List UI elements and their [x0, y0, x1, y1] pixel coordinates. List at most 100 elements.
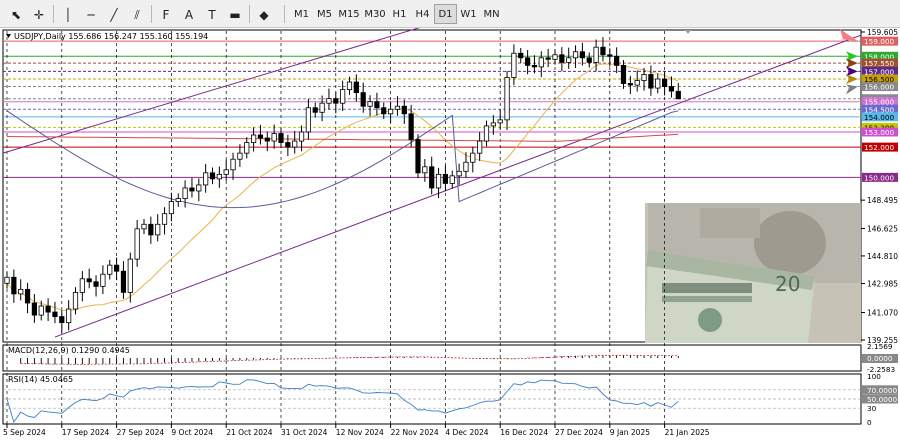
candle-body [353, 81, 359, 94]
candle-body [257, 134, 264, 139]
crosshair-icon[interactable]: ✛ [33, 8, 45, 22]
shapes-icon[interactable]: ◆ [259, 8, 269, 22]
rsi-level-tag [862, 394, 898, 404]
level-tag [862, 122, 898, 132]
candle-body [264, 137, 270, 142]
level-arrow-icon [846, 58, 858, 69]
title-collapse-icon[interactable] [6, 34, 11, 38]
time-tick-label: 4 Dec 2024 [445, 428, 488, 437]
channel-upper-line [2, 2, 501, 154]
moving-averages [6, 63, 679, 312]
shift-marker-icon[interactable] [685, 30, 691, 34]
candle-body [161, 213, 168, 225]
time-tick-label: 9 Oct 2024 [171, 428, 213, 437]
cursor-icon[interactable]: ⬉ [10, 8, 22, 22]
level-arrow-icon [846, 84, 858, 95]
candle-body [4, 276, 10, 284]
channel-icon[interactable]: ⫽ [134, 8, 140, 22]
candle-body [566, 57, 572, 63]
ma-short-line [6, 63, 679, 312]
candle-body [456, 170, 462, 177]
level-tag-label: 155.000 [864, 98, 895, 107]
vertical-line-icon[interactable]: │ [64, 8, 72, 22]
candle-body [662, 78, 668, 87]
rsi-tick-label: 100 [867, 372, 881, 381]
timeframe-m1[interactable]: M1 [294, 9, 309, 20]
timeframe-m15[interactable]: M15 [338, 9, 360, 20]
timeframe-d1[interactable]: D1 [434, 4, 457, 24]
trendline-icon[interactable]: ╱ [110, 8, 118, 22]
candle-body [408, 113, 414, 140]
label-icon[interactable]: T [208, 8, 216, 22]
candle-body [209, 172, 216, 180]
candle-body [72, 291, 79, 310]
time-tick-label: 22 Nov 2024 [391, 428, 439, 437]
level-tag [862, 82, 898, 92]
candle-body [285, 142, 291, 148]
macd-signal-line [20, 354, 679, 365]
candle-body [11, 276, 17, 295]
price-tick-label: 159.605 [867, 28, 898, 37]
banknote-number: 20 [775, 272, 800, 296]
fibonacci-icon[interactable]: 𝖥 [162, 8, 170, 22]
level-tag [862, 104, 898, 114]
candle-body [189, 187, 195, 192]
candle-body [531, 64, 538, 68]
candle-body [278, 133, 284, 143]
candle-body [223, 169, 229, 175]
level-tag [862, 58, 898, 68]
toolbar-separator [53, 5, 54, 23]
level-tag [862, 172, 898, 182]
candle-body [237, 152, 243, 160]
candle-body [31, 302, 38, 316]
chart-svg: 20 159.605 148.495 146.625 144.810 142.985 14… [2, 2, 898, 437]
timeframe-w1[interactable]: W1 [460, 9, 477, 20]
candle-body [250, 134, 257, 143]
candle-body [381, 107, 387, 115]
macd-frame [2, 344, 862, 372]
candle-body [394, 105, 401, 110]
candle-body [470, 152, 476, 163]
price-tick-label: 144.810 [867, 252, 898, 261]
candle-body [175, 198, 181, 202]
timeframe-mn[interactable]: MN [483, 9, 500, 20]
candle-body [511, 52, 517, 78]
timeframe-h1[interactable]: H1 [392, 9, 407, 20]
price-tick-label: 146.625 [867, 224, 898, 233]
level-arrow-icon [840, 29, 858, 42]
toolbar-separator [249, 5, 250, 23]
candle-body [298, 131, 305, 142]
time-tick-label: 21 Oct 2024 [226, 428, 273, 437]
ma-long-line [6, 110, 679, 209]
candle-body [168, 201, 174, 215]
candle-body [374, 101, 380, 109]
candle-body [93, 281, 99, 287]
candle-body [38, 305, 44, 316]
time-tick-label: 27 Sep 2024 [117, 428, 165, 437]
candle-body [66, 308, 72, 324]
candle-body [100, 273, 106, 287]
level-tag-label: 154.000 [864, 113, 895, 122]
text-icon[interactable]: A [184, 8, 194, 22]
candle-body [504, 77, 510, 121]
candle-body [422, 166, 428, 174]
vertical-grid [6, 31, 665, 424]
level-tag-label: 152.000 [864, 143, 895, 152]
timeframe-h4[interactable]: H4 [415, 9, 430, 20]
timeframe-m5[interactable]: M5 [317, 9, 332, 20]
timeframe-m30[interactable]: M30 [364, 9, 386, 20]
candle-body [346, 81, 353, 90]
candle-body [59, 316, 65, 324]
candle-body [360, 92, 366, 107]
level-tag [862, 142, 898, 152]
toolbar-separator [151, 5, 152, 23]
price-tick-label: 141.070 [867, 309, 898, 318]
candle-body [312, 107, 318, 113]
candle-body [463, 161, 469, 172]
candle-body [675, 90, 681, 100]
time-tick-label: 27 Dec 2024 [555, 428, 603, 437]
rectangle-icon[interactable]: ▬ [229, 8, 241, 22]
horizontal-line-icon[interactable]: ─ [87, 8, 95, 22]
